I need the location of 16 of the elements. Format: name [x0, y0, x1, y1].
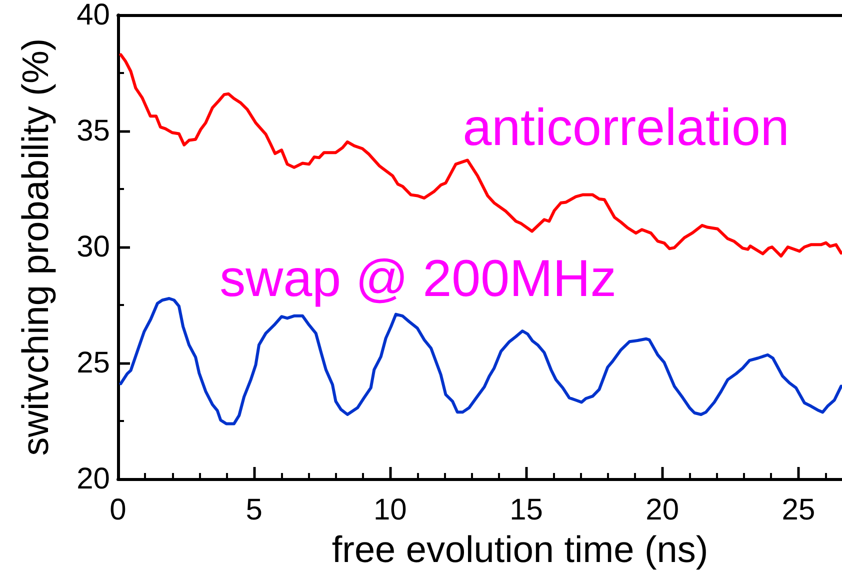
x-tick-label: 15 — [510, 494, 543, 526]
y-tick-label: 40 — [76, 0, 110, 32]
x-tick-label: 5 — [246, 494, 262, 526]
y-tick-label: 35 — [76, 114, 110, 148]
y-axis-title: switvching probability (%) — [15, 38, 56, 456]
y-tick-label: 25 — [76, 346, 110, 380]
x-tick-label: 20 — [646, 494, 680, 526]
y-tick-label: 20 — [76, 462, 110, 496]
series-label: anticorrelation — [462, 99, 790, 157]
series-label: swap @ 200MHz — [220, 250, 616, 308]
line-series — [119, 53, 842, 258]
x-tick-label: 25 — [782, 494, 816, 526]
x-axis-title: free evolution time (ns) — [332, 529, 708, 570]
x-tick-label: 10 — [373, 494, 407, 526]
x-tick-label: 0 — [110, 494, 126, 526]
y-tick-label: 30 — [76, 230, 110, 264]
